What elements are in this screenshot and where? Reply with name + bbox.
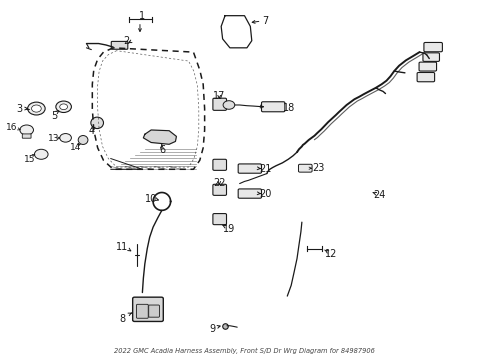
Circle shape	[60, 134, 71, 142]
Ellipse shape	[91, 117, 103, 129]
FancyBboxPatch shape	[212, 184, 226, 195]
FancyBboxPatch shape	[261, 102, 285, 112]
FancyBboxPatch shape	[132, 297, 163, 321]
Circle shape	[28, 102, 45, 115]
Text: 18: 18	[283, 103, 295, 113]
Text: 15: 15	[24, 155, 35, 164]
Text: 20: 20	[259, 189, 271, 199]
Circle shape	[20, 125, 33, 135]
FancyBboxPatch shape	[111, 41, 127, 49]
Text: 2: 2	[123, 36, 130, 46]
Text: 19: 19	[223, 224, 235, 234]
Text: 9: 9	[209, 324, 216, 334]
Text: 7: 7	[262, 16, 268, 26]
FancyBboxPatch shape	[422, 53, 439, 62]
Polygon shape	[143, 130, 176, 144]
FancyBboxPatch shape	[423, 42, 442, 52]
Text: 1: 1	[139, 11, 145, 21]
Text: 16: 16	[6, 123, 18, 132]
Text: 22: 22	[213, 178, 225, 188]
FancyBboxPatch shape	[22, 134, 31, 138]
Text: 21: 21	[259, 164, 271, 174]
FancyBboxPatch shape	[416, 72, 434, 82]
FancyBboxPatch shape	[238, 164, 261, 173]
Circle shape	[60, 104, 67, 110]
Circle shape	[31, 105, 41, 112]
Ellipse shape	[78, 135, 88, 144]
Text: 23: 23	[311, 163, 324, 173]
Circle shape	[56, 101, 71, 112]
Text: 5: 5	[51, 111, 57, 121]
Text: 13: 13	[47, 134, 59, 143]
Text: 14: 14	[69, 143, 81, 152]
FancyBboxPatch shape	[212, 98, 226, 111]
FancyBboxPatch shape	[212, 159, 226, 170]
Text: 4: 4	[88, 126, 94, 136]
FancyBboxPatch shape	[298, 164, 311, 172]
FancyBboxPatch shape	[212, 213, 226, 225]
Text: 8: 8	[119, 314, 125, 324]
Text: 24: 24	[373, 190, 385, 200]
FancyBboxPatch shape	[136, 304, 148, 318]
Circle shape	[34, 149, 48, 159]
Text: 10: 10	[145, 194, 157, 203]
FancyBboxPatch shape	[238, 189, 261, 198]
Text: 2022 GMC Acadia Harness Assembly, Front S/D Dr Wrg Diagram for 84987906: 2022 GMC Acadia Harness Assembly, Front …	[114, 348, 374, 354]
Text: 12: 12	[324, 249, 337, 259]
Text: 11: 11	[116, 242, 128, 252]
FancyBboxPatch shape	[418, 62, 436, 71]
Text: 6: 6	[160, 145, 165, 155]
Circle shape	[223, 101, 234, 109]
Text: 3: 3	[17, 104, 23, 113]
Text: 17: 17	[213, 91, 225, 101]
FancyBboxPatch shape	[148, 305, 159, 317]
